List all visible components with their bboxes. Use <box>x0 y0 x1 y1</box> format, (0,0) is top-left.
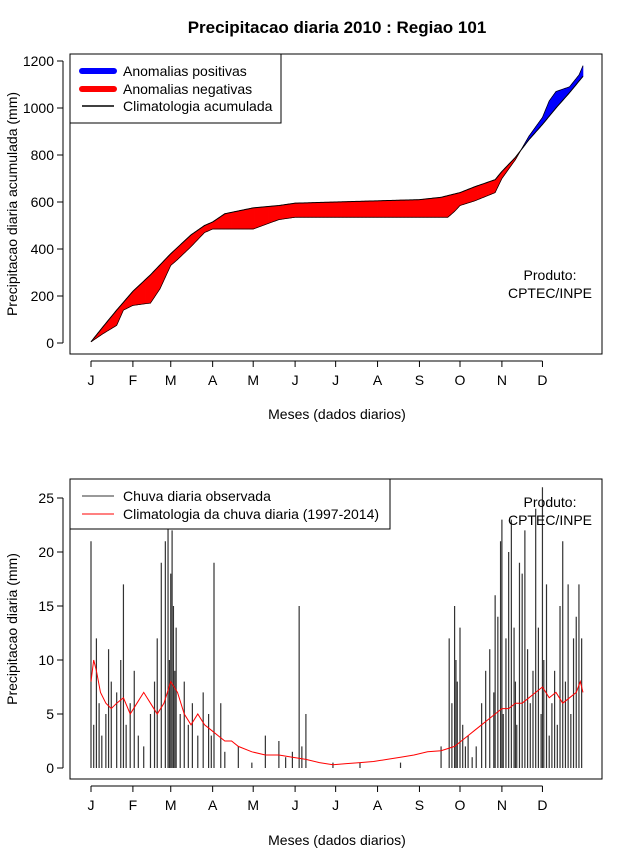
y-axis-label: Precipitacao diaria acumulada (mm) <box>4 92 20 316</box>
product-annotation-line1: Produto: <box>524 494 577 510</box>
y-tick-label: 400 <box>31 241 55 257</box>
x-axis-label: Meses (dados diarios) <box>268 406 406 422</box>
x-tick-label: M <box>165 372 177 388</box>
daily-precipitation-chart: 0 5 10 15 20 25 J F M A M J J A S O N D Meses (dados dia… <box>4 478 603 848</box>
x-tick-label: D <box>537 797 547 813</box>
x-tick-label: M <box>165 797 177 813</box>
legend-label-climatology: Climatologia da chuva diaria (1997-2014) <box>123 506 379 522</box>
climatology-cumulative-line <box>90 75 584 343</box>
y-tick-label: 0 <box>46 335 54 351</box>
legend-label-climatology: Climatologia acumulada <box>123 98 273 114</box>
legend: Chuva diaria observada Climatologia da c… <box>69 478 391 530</box>
observed-cumulative-line <box>90 65 584 343</box>
line-layer <box>90 659 584 766</box>
x-tick-label: S <box>415 372 424 388</box>
y-tick-label: 1200 <box>23 53 54 69</box>
legend-label-observed: Chuva diaria observada <box>123 488 271 504</box>
y-axis-label: Precipitacao diaria (mm) <box>4 553 20 705</box>
product-annotation-line2: CPTEC/INPE <box>508 285 592 301</box>
product-annotation-line2: CPTEC/INPE <box>508 512 592 528</box>
x-tick-label: F <box>129 372 138 388</box>
y-axis: 0 200 400 600 800 1000 1200 <box>23 53 64 351</box>
x-tick-label: F <box>129 797 138 813</box>
x-tick-label: O <box>455 797 466 813</box>
x-tick-label: A <box>208 372 218 388</box>
y-tick-label: 15 <box>38 598 54 614</box>
y-tick-label: 20 <box>38 544 54 560</box>
y-tick-label: 200 <box>31 288 55 304</box>
x-tick-label: J <box>292 797 299 813</box>
x-tick-label: S <box>415 797 424 813</box>
y-tick-label: 600 <box>31 194 55 210</box>
y-tick-label: 10 <box>38 652 54 668</box>
figure-title: Precipitacao diaria 2010 : Regiao 101 <box>188 18 487 37</box>
y-tick-label: 0 <box>46 760 54 776</box>
y-tick-label: 5 <box>46 706 54 722</box>
y-tick-label: 1000 <box>23 100 54 116</box>
x-tick-label: N <box>497 797 507 813</box>
x-tick-label: A <box>373 797 383 813</box>
x-tick-label: O <box>455 372 466 388</box>
x-tick-label: J <box>332 797 339 813</box>
legend: Anomalias positivas Anomalias negativas … <box>69 53 282 124</box>
legend-label-negative: Anomalias negativas <box>123 81 252 97</box>
x-tick-label: M <box>247 372 259 388</box>
x-tick-label: J <box>88 797 95 813</box>
legend-box <box>69 478 391 530</box>
climatology-daily-line <box>90 659 584 766</box>
y-tick-label: 25 <box>38 490 54 506</box>
y-axis: 0 5 10 15 20 25 <box>38 490 64 776</box>
x-tick-label: A <box>208 797 218 813</box>
x-tick-label: J <box>88 372 95 388</box>
x-tick-label: D <box>537 372 547 388</box>
x-tick-label: M <box>247 797 259 813</box>
x-tick-label: J <box>332 372 339 388</box>
cumulative-precipitation-chart: 0 200 400 600 800 1000 1200 J F M A M J J A S O N D Meses… <box>4 53 603 422</box>
bar-layer <box>90 487 583 768</box>
legend-label-positive: Anomalias positivas <box>123 63 247 79</box>
x-tick-label: A <box>373 372 383 388</box>
x-axis-label: Meses (dados diarios) <box>268 832 406 848</box>
y-tick-label: 800 <box>31 147 55 163</box>
product-annotation-line1: Produto: <box>524 267 577 283</box>
x-tick-label: J <box>292 372 299 388</box>
x-tick-label: N <box>497 372 507 388</box>
line-layer <box>90 65 584 343</box>
plot-frame <box>69 53 603 355</box>
